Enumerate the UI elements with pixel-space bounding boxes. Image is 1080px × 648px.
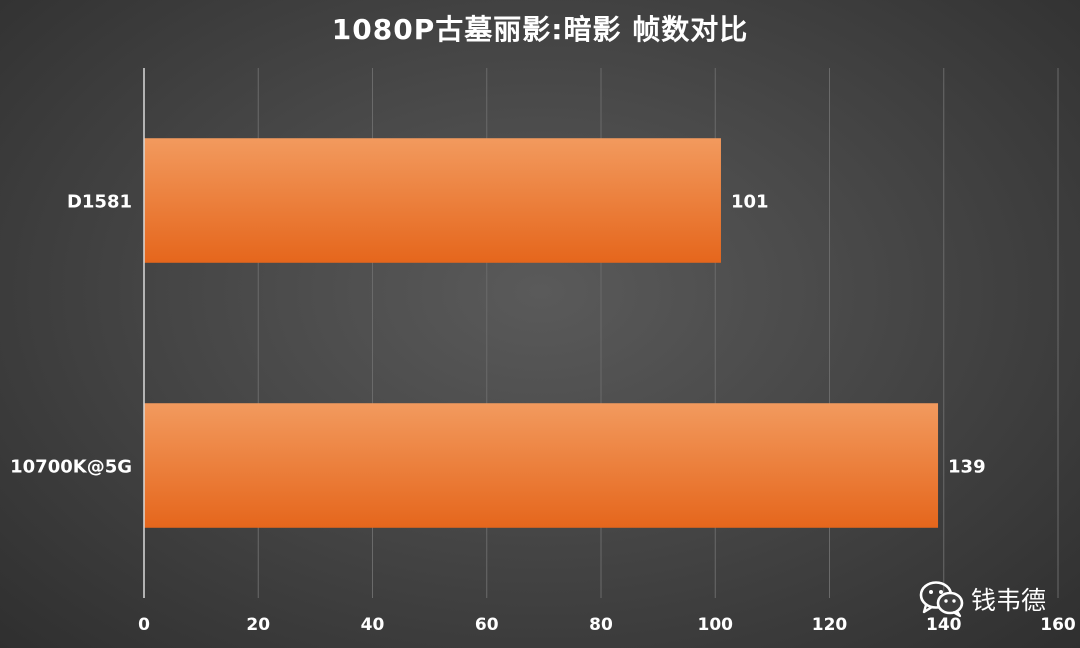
- x-tick-label: 20: [246, 615, 270, 635]
- x-tick-label: 40: [361, 615, 385, 635]
- x-tick-label: 120: [812, 615, 848, 635]
- data-label: 139: [948, 457, 986, 478]
- chart-title: 1080P古墓丽影:暗影 帧数对比: [331, 13, 749, 46]
- x-tick-label: 140: [926, 615, 962, 635]
- x-tick-label: 100: [698, 615, 734, 635]
- bars: [144, 138, 939, 528]
- x-tick-label: 80: [589, 615, 613, 635]
- x-tick-label: 160: [1040, 615, 1076, 635]
- category-label: D1581: [67, 192, 132, 213]
- bar: [144, 403, 939, 528]
- wechat-icon: [919, 581, 964, 618]
- x-tick-label: 0: [138, 615, 150, 635]
- x-tick-label: 60: [475, 615, 499, 635]
- watermark: 钱韦德: [919, 580, 1046, 618]
- bar: [144, 138, 721, 263]
- data-label: 101: [731, 192, 769, 213]
- labels: 0 20 40 60 80 100 120 140 160 D1581 101 10700K@5G 13…: [10, 192, 1076, 636]
- watermark-text: 钱韦德: [970, 586, 1046, 615]
- category-label: 10700K@5G: [10, 457, 132, 478]
